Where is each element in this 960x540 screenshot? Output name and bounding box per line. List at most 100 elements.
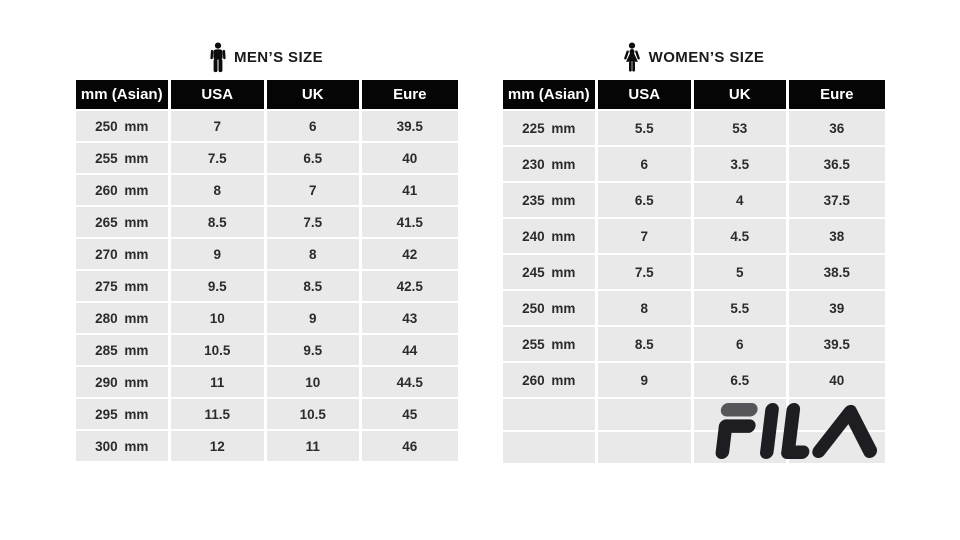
table-cell: 7 (171, 109, 267, 141)
table-cell: 270 mm (75, 237, 171, 269)
mens-size-title-text: MEN’S SIZE (233, 48, 323, 66)
mens-size-section: MEN’S SIZE mm (Asian) USA UK Eure 250 mm 7 6 39… (75, 38, 458, 461)
table-cell: 41.5 (362, 205, 458, 237)
table-cell: 44 (362, 333, 458, 365)
column-header: UK (693, 80, 789, 109)
column-header: mm (Asian) (75, 80, 171, 109)
mens-size-table: mm (Asian) USA UK Eure 250 mm 7 6 39.5 255 mm 7.5… (75, 80, 458, 461)
man-icon (210, 41, 226, 74)
table-cell: 255 mm (502, 325, 598, 361)
womens-size-title: WOMEN’S SIZE (503, 38, 885, 76)
table-cell: 8.5 (598, 325, 694, 361)
table-cell: 45 (362, 397, 458, 429)
table-cell: 9 (598, 361, 694, 397)
table-cell: 38 (789, 217, 885, 253)
table-cell: 6.5 (693, 361, 789, 397)
column-header: Eure (362, 80, 458, 109)
table-cell: 6 (266, 109, 362, 141)
table-cell: 8.5 (266, 269, 362, 301)
table-row: 250 mm 7 6 39.5 (75, 109, 458, 141)
table-row: 260 mm 9 6.5 40 (502, 361, 885, 397)
column-header: USA (598, 80, 694, 109)
column-header: UK (266, 80, 362, 109)
table-row: 265 mm 8.5 7.5 41.5 (75, 205, 458, 237)
table-cell: 250 mm (502, 289, 598, 325)
table-cell: 10.5 (171, 333, 267, 365)
table-cell: 44.5 (362, 365, 458, 397)
table-cell: 265 mm (75, 205, 171, 237)
table-row: 255 mm 8.5 6 39.5 (502, 325, 885, 361)
table-cell: 10.5 (266, 397, 362, 429)
table-cell: 10 (266, 365, 362, 397)
header-row: mm (Asian) USA UK Eure (75, 80, 458, 109)
table-cell: 39.5 (789, 325, 885, 361)
table-cell: 9.5 (266, 333, 362, 365)
table-row: 295 mm 11.5 10.5 45 (75, 397, 458, 429)
table-cell: 36 (789, 109, 885, 145)
table-cell: 40 (362, 141, 458, 173)
table-row: 260 mm 8 7 41 (75, 173, 458, 205)
table-cell: 46 (362, 429, 458, 461)
table-row: 270 mm 9 8 42 (75, 237, 458, 269)
table-cell: 8 (598, 289, 694, 325)
table-cell: 6.5 (598, 181, 694, 217)
table-cell: 36.5 (789, 145, 885, 181)
table-cell: 7 (598, 217, 694, 253)
table-row: 225 mm 5.5 53 36 (502, 109, 885, 145)
table-row: 285 mm 10.5 9.5 44 (75, 333, 458, 365)
column-header: mm (Asian) (502, 80, 598, 109)
table-cell: 240 mm (502, 217, 598, 253)
table-cell: 285 mm (75, 333, 171, 365)
table-cell: 300 mm (75, 429, 171, 461)
empty-table-cell (598, 397, 694, 430)
column-header: USA (171, 80, 267, 109)
table-row: 235 mm 6.5 4 37.5 (502, 181, 885, 217)
table-cell: 6 (598, 145, 694, 181)
table-cell: 9.5 (171, 269, 267, 301)
table-cell: 7.5 (266, 205, 362, 237)
table-cell: 40 (789, 361, 885, 397)
woman-icon (623, 41, 641, 74)
womens-table-wrap: mm (Asian) USA UK Eure 225 mm 5.5 53 36 230 mm 6 3… (502, 80, 885, 463)
table-row: 255 mm 7.5 6.5 40 (75, 141, 458, 173)
empty-table-cell (502, 430, 598, 463)
table-cell: 4.5 (693, 217, 789, 253)
table-cell: 290 mm (75, 365, 171, 397)
table-cell: 8 (171, 173, 267, 205)
table-row: 250 mm 8 5.5 39 (502, 289, 885, 325)
table-cell: 11 (171, 365, 267, 397)
table-cell: 10 (171, 301, 267, 333)
womens-size-title-text: WOMEN’S SIZE (648, 48, 765, 66)
table-cell: 225 mm (502, 109, 598, 145)
table-cell: 4 (693, 181, 789, 217)
table-cell: 38.5 (789, 253, 885, 289)
table-row: 275 mm 9.5 8.5 42.5 (75, 269, 458, 301)
table-row: 290 mm 11 10 44.5 (75, 365, 458, 397)
table-cell: 41 (362, 173, 458, 205)
column-header: Eure (789, 80, 885, 109)
table-row: 300 mm 12 11 46 (75, 429, 458, 461)
table-cell: 42.5 (362, 269, 458, 301)
table-row: 245 mm 7.5 5 38.5 (502, 253, 885, 289)
table-cell: 7.5 (598, 253, 694, 289)
table-cell: 8.5 (171, 205, 267, 237)
table-cell: 260 mm (502, 361, 598, 397)
table-cell: 53 (693, 109, 789, 145)
table-cell: 250 mm (75, 109, 171, 141)
table-cell: 295 mm (75, 397, 171, 429)
table-cell: 6.5 (266, 141, 362, 173)
table-cell: 255 mm (75, 141, 171, 173)
empty-table-cell (502, 397, 598, 430)
table-row: 230 mm 6 3.5 36.5 (502, 145, 885, 181)
womens-size-table: mm (Asian) USA UK Eure 225 mm 5.5 53 36 230 mm 6 3… (502, 80, 885, 463)
table-cell: 9 (266, 301, 362, 333)
table-cell: 39.5 (362, 109, 458, 141)
table-cell: 280 mm (75, 301, 171, 333)
table-cell: 5.5 (693, 289, 789, 325)
table-cell: 5.5 (598, 109, 694, 145)
empty-table-row (502, 397, 885, 430)
table-cell: 39 (789, 289, 885, 325)
mens-size-title: MEN’S SIZE (76, 38, 458, 76)
table-cell: 11.5 (171, 397, 267, 429)
